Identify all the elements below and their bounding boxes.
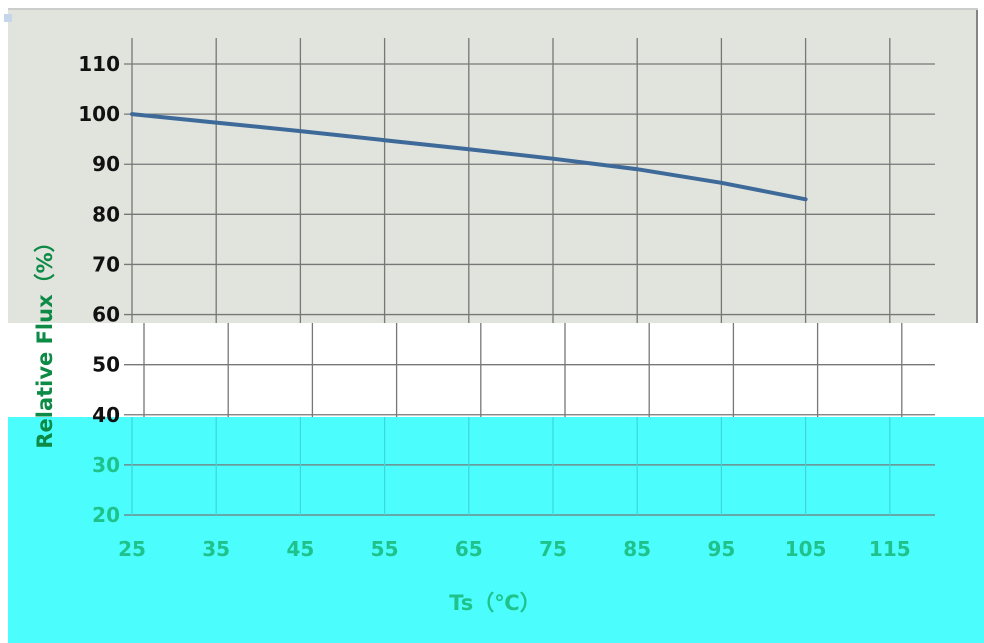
grid: [124, 38, 935, 516]
small-artifact: [4, 14, 12, 22]
lower-band: [8, 417, 984, 643]
x-tick-label: 55: [371, 537, 399, 561]
x-axis-title: Ts（℃）: [449, 591, 540, 615]
series-line: [130, 112, 808, 202]
x-tick-label: 105: [785, 537, 827, 561]
y-tick-label: 50: [92, 353, 120, 377]
x-tick-label: 115: [869, 537, 911, 561]
y-tick-label: 100: [78, 102, 120, 126]
y-tick-label: 80: [92, 202, 120, 226]
y-axis-title: Relative Flux（%）: [33, 231, 57, 448]
series-layer: [130, 112, 808, 202]
x-tick-label: 65: [455, 537, 483, 561]
x-tick-labels: 25 35 45 55 65 75 85 95 105 115: [118, 537, 911, 561]
y-tick-label: 70: [92, 252, 120, 276]
x-tick-label: 35: [202, 537, 230, 561]
x-tick-label: 45: [286, 537, 314, 561]
y-tick-label: 90: [92, 152, 120, 176]
y-tick-label: 20: [92, 503, 120, 527]
y-tick-label: 40: [92, 403, 120, 427]
x-tick-label: 25: [118, 537, 146, 561]
y-tick-label: 110: [78, 52, 120, 76]
x-tick-label: 85: [623, 537, 651, 561]
y-tick-labels: 110 100 90 80 70 60 50 40 30 20: [78, 52, 120, 527]
upper-band: [8, 10, 978, 323]
x-tick-label: 75: [539, 537, 567, 561]
x-tick-label: 95: [707, 537, 735, 561]
y-tick-label: 30: [92, 453, 120, 477]
y-tick-label: 60: [92, 303, 120, 327]
